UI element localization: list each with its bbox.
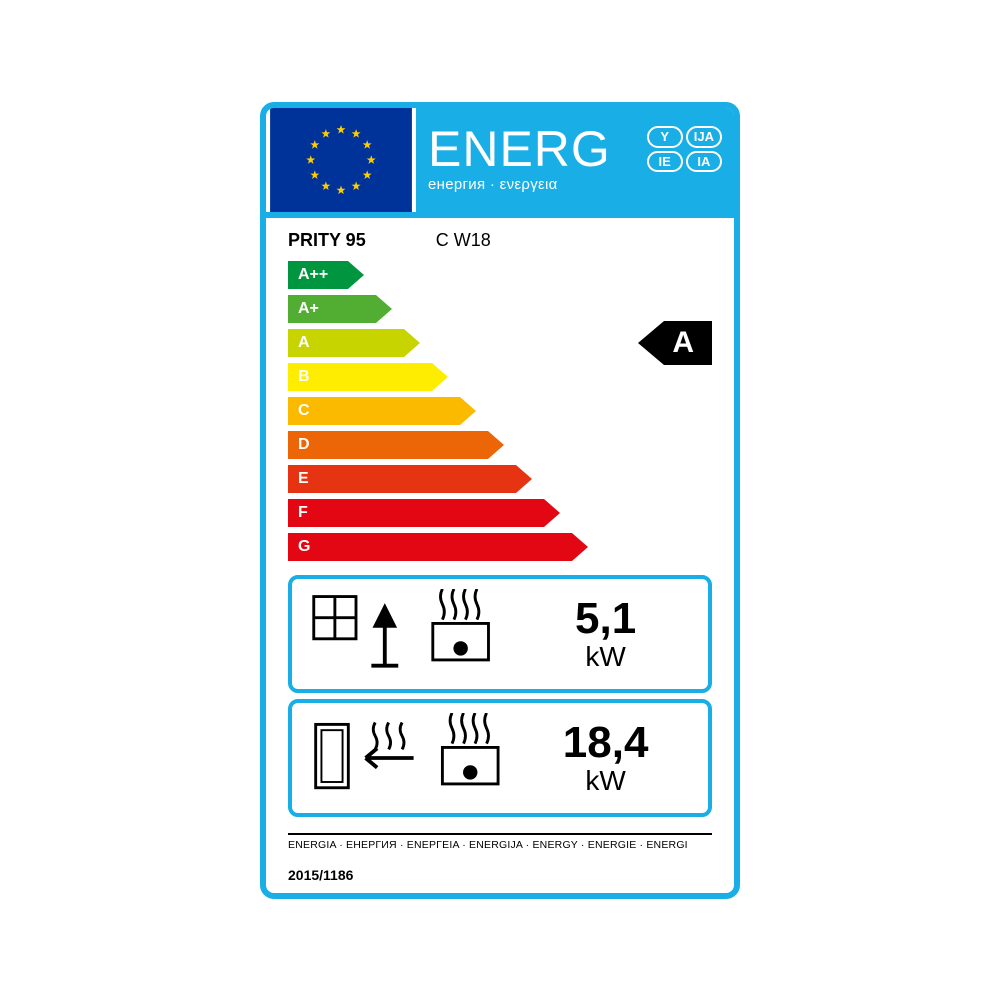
efficiency-arrow-body: A+ [288,295,376,323]
efficiency-arrow-tip [544,499,560,527]
efficiency-row: E [288,465,532,493]
efficiency-class-label: A+ [298,300,319,318]
energ-pill: IJA [686,126,722,148]
efficiency-arrow-tip [404,329,420,357]
energ-title: ENERG [428,124,611,174]
efficiency-arrow-tip [488,431,504,459]
product-brand: PRITY 95 [288,230,366,251]
efficiency-row: D [288,431,504,459]
energ-pill: IE [647,151,683,173]
efficiency-arrow-body: B [288,363,432,391]
efficiency-class-label: C [298,402,310,420]
spec-unit: kW [519,766,692,795]
spec-values: 5,1kW [519,596,692,672]
efficiency-class-label: A [298,334,310,352]
footer-regulation: 2015/1186 [288,867,712,883]
footer-divider [288,833,712,835]
efficiency-arrow-body: E [288,465,516,493]
spec-boxes: 5,1kW18,4kW [266,569,734,823]
efficiency-class-label: A++ [298,266,328,284]
efficiency-arrow-tip [516,465,532,493]
efficiency-class-label: F [298,504,308,522]
efficiency-arrow-tip [460,397,476,425]
efficiency-row: A++ [288,261,364,289]
efficiency-row: A+ [288,295,392,323]
spec-value: 5,1 [519,596,692,642]
efficiency-arrow-tip [432,363,448,391]
spec-box-water-heat: 18,4kW [288,699,712,817]
rating-pointer-tip [638,321,664,365]
efficiency-arrow-body: A [288,329,404,357]
rating-pointer-label: A [664,321,712,365]
room-heat-icon [308,589,519,679]
efficiency-arrow-body: G [288,533,572,561]
energy-label: ENERG YIJAIEIA енергия · ενεργεια PRITY … [260,102,740,899]
label-footer: ENERGIA · ЕНЕРГИЯ · ΕΝΕΡΓΕΙΑ · ENERGIJA … [288,833,712,893]
efficiency-scale: A++A+ABCDEFGA [288,261,712,561]
efficiency-arrow-body: A++ [288,261,348,289]
energ-pill: Y [647,126,683,148]
efficiency-arrow-body: C [288,397,460,425]
efficiency-row: C [288,397,476,425]
efficiency-class-label: E [298,470,309,488]
efficiency-row: F [288,499,560,527]
efficiency-row: G [288,533,588,561]
product-model: C W18 [436,230,491,251]
eu-flag [266,108,416,212]
energ-block: ENERG YIJAIEIA енергия · ενεργεια [416,108,734,212]
efficiency-arrow-body: D [288,431,488,459]
energ-subtitle: енергия · ενεργεια [428,176,724,193]
efficiency-arrow-tip [348,261,364,289]
efficiency-row: A [288,329,420,357]
efficiency-class-label: B [298,368,310,386]
label-header: ENERG YIJAIEIA енергия · ενεργεια [266,108,734,218]
energ-lang-pills: YIJAIEIA [647,126,722,172]
energ-pill: IA [686,151,722,173]
water-heat-icon [308,713,519,803]
product-rating-pointer: A [638,321,712,365]
product-row: PRITY 95 C W18 [266,218,734,257]
spec-unit: kW [519,642,692,671]
efficiency-arrow-tip [376,295,392,323]
spec-value: 18,4 [519,720,692,766]
spec-values: 18,4kW [519,720,692,796]
efficiency-arrow-body: F [288,499,544,527]
spec-box-room-heat: 5,1kW [288,575,712,693]
footer-langs: ENERGIA · ЕНЕРГИЯ · ΕΝΕΡΓΕΙΑ · ENERGIJA … [288,839,712,851]
efficiency-arrow-tip [572,533,588,561]
efficiency-row: B [288,363,448,391]
efficiency-class-label: G [298,538,310,556]
efficiency-class-label: D [298,436,310,454]
